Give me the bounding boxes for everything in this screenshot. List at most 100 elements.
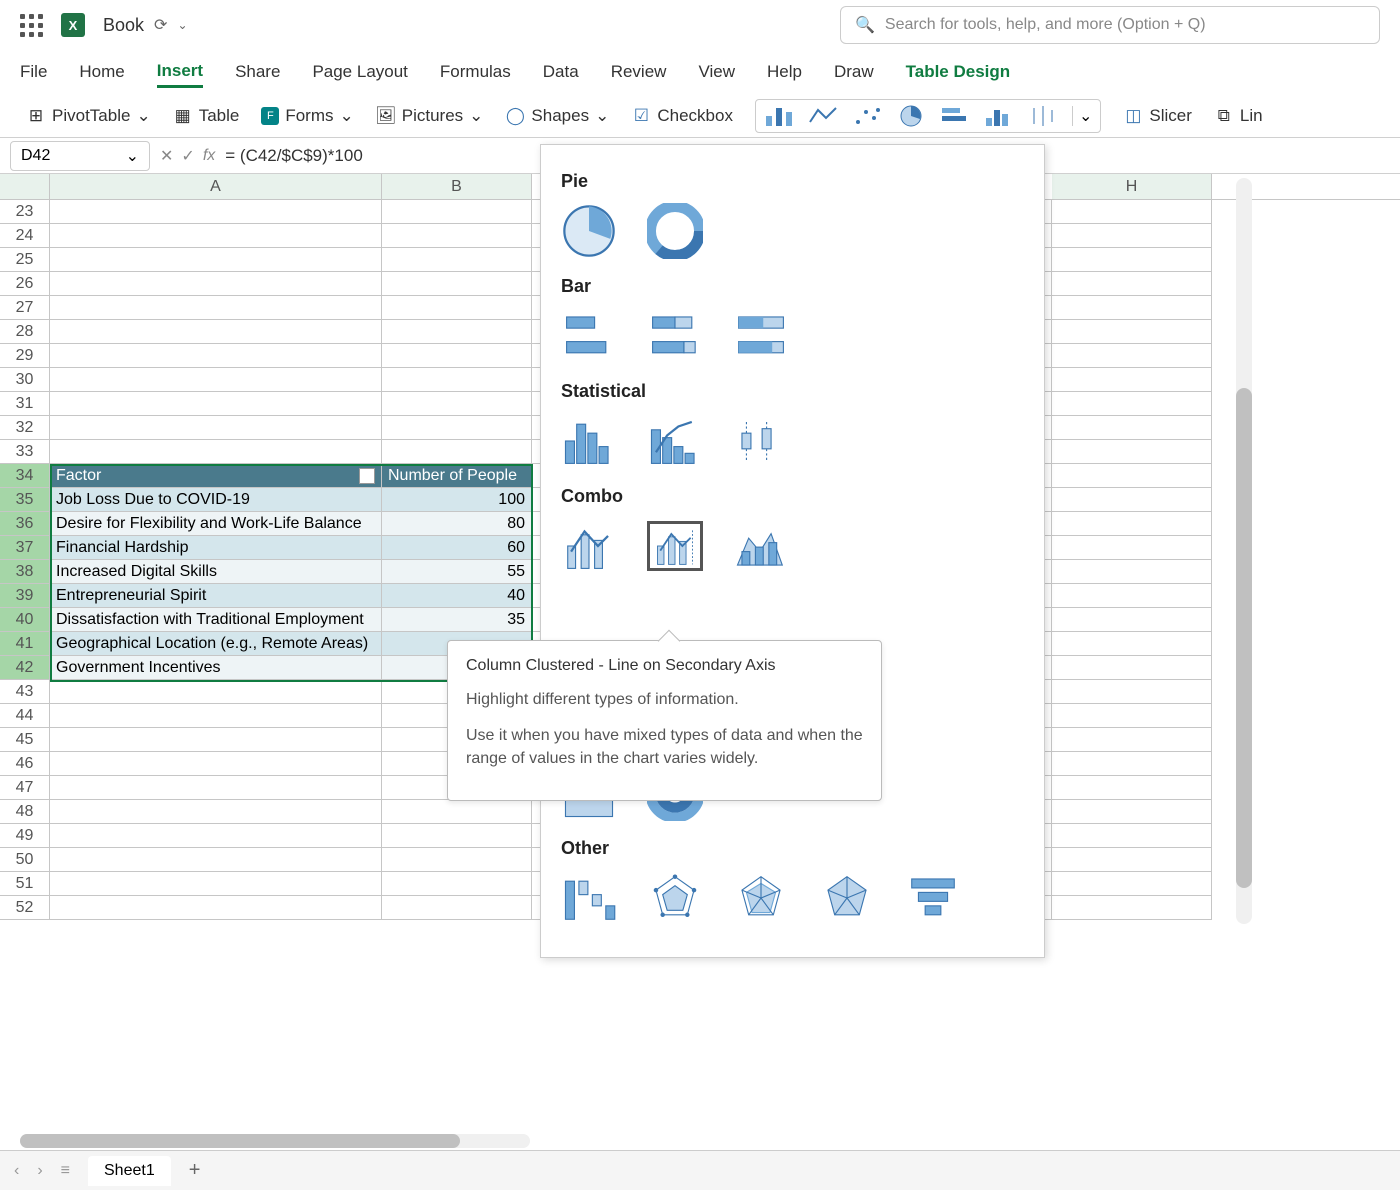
row-header[interactable]: 23 <box>0 200 50 224</box>
sheet-tab[interactable]: Sheet1 <box>88 1156 171 1186</box>
cell[interactable] <box>1052 608 1212 632</box>
waterfall-option[interactable] <box>561 873 617 923</box>
histogram-option[interactable] <box>561 416 617 466</box>
cell[interactable] <box>1052 560 1212 584</box>
name-box[interactable]: D42⌄ <box>10 141 150 171</box>
sheet-prev-icon[interactable]: ‹ <box>14 1162 19 1180</box>
cell[interactable]: Government Incentives <box>50 656 382 680</box>
cell[interactable] <box>50 680 382 704</box>
cell[interactable]: 35 <box>382 608 532 632</box>
cell[interactable] <box>50 776 382 800</box>
cell[interactable] <box>1052 200 1212 224</box>
pie-chart-icon[interactable] <box>896 104 926 128</box>
cell[interactable] <box>50 752 382 776</box>
row-header[interactable]: 26 <box>0 272 50 296</box>
cell[interactable] <box>1052 824 1212 848</box>
cell[interactable]: 60 <box>382 536 532 560</box>
cell[interactable] <box>382 824 532 848</box>
cell[interactable] <box>50 416 382 440</box>
cell[interactable] <box>1052 872 1212 896</box>
cell[interactable] <box>50 344 382 368</box>
radar-option[interactable] <box>647 873 703 923</box>
cell[interactable] <box>1052 368 1212 392</box>
cell[interactable] <box>50 872 382 896</box>
row-header[interactable]: 42 <box>0 656 50 680</box>
row-header[interactable]: 27 <box>0 296 50 320</box>
cell[interactable] <box>1052 584 1212 608</box>
row-header[interactable]: 39 <box>0 584 50 608</box>
cell[interactable]: Geographical Location (e.g., Remote Area… <box>50 632 382 656</box>
cell[interactable]: Number of People <box>382 464 532 488</box>
forms-button[interactable]: FForms ⌄ <box>261 106 353 126</box>
sheet-list-icon[interactable]: ≡ <box>61 1162 70 1180</box>
column-header-A[interactable]: A <box>50 174 382 199</box>
cell[interactable] <box>382 800 532 824</box>
row-header[interactable]: 35 <box>0 488 50 512</box>
combo-clustered-line-option[interactable] <box>561 521 617 571</box>
bar-clustered-option[interactable] <box>561 311 617 361</box>
cell[interactable] <box>1052 656 1212 680</box>
bar-stacked-option[interactable] <box>647 311 703 361</box>
row-header[interactable]: 31 <box>0 392 50 416</box>
cell[interactable] <box>382 440 532 464</box>
cell[interactable] <box>382 200 532 224</box>
funnel-option[interactable] <box>905 873 961 923</box>
cell[interactable]: Entrepreneurial Spirit <box>50 584 382 608</box>
cell[interactable] <box>1052 224 1212 248</box>
add-sheet-button[interactable]: + <box>189 1159 201 1182</box>
cell[interactable] <box>1052 800 1212 824</box>
cell[interactable] <box>50 248 382 272</box>
cell[interactable] <box>50 224 382 248</box>
row-header[interactable]: 46 <box>0 752 50 776</box>
row-header[interactable]: 41 <box>0 632 50 656</box>
cell[interactable] <box>50 896 382 920</box>
cell[interactable] <box>50 296 382 320</box>
cell[interactable] <box>1052 320 1212 344</box>
boxwhisker-option[interactable] <box>733 416 789 466</box>
cell[interactable] <box>1052 464 1212 488</box>
cell[interactable] <box>50 320 382 344</box>
row-header[interactable]: 29 <box>0 344 50 368</box>
cell[interactable] <box>382 872 532 896</box>
stock-chart-icon[interactable] <box>1028 104 1058 128</box>
cell[interactable] <box>50 800 382 824</box>
cell[interactable] <box>1052 848 1212 872</box>
row-header[interactable]: 28 <box>0 320 50 344</box>
horizontal-scrollbar[interactable] <box>20 1134 530 1148</box>
row-header[interactable]: 49 <box>0 824 50 848</box>
row-header[interactable]: 52 <box>0 896 50 920</box>
cell[interactable] <box>1052 680 1212 704</box>
shapes-button[interactable]: ◯Shapes ⌄ <box>505 106 609 126</box>
cell[interactable]: 40 <box>382 584 532 608</box>
cell[interactable]: Desire for Flexibility and Work-Life Bal… <box>50 512 382 536</box>
area-chart-icon[interactable] <box>984 104 1014 128</box>
vertical-scrollbar[interactable] <box>1236 178 1252 924</box>
row-header[interactable]: 38 <box>0 560 50 584</box>
cell[interactable] <box>382 224 532 248</box>
cell[interactable]: Job Loss Due to COVID-19 <box>50 488 382 512</box>
bar-100stacked-option[interactable] <box>733 311 789 361</box>
radar-markers-option[interactable] <box>733 873 789 923</box>
cell[interactable] <box>1052 248 1212 272</box>
cell[interactable] <box>1052 416 1212 440</box>
ribbon-tab-help[interactable]: Help <box>767 58 802 86</box>
cell[interactable] <box>382 848 532 872</box>
accept-icon[interactable]: ✓ <box>181 146 194 166</box>
cell[interactable]: Increased Digital Skills <box>50 560 382 584</box>
cell[interactable] <box>382 320 532 344</box>
app-launcher-icon[interactable] <box>20 14 43 37</box>
cell[interactable] <box>1052 272 1212 296</box>
cell[interactable] <box>382 344 532 368</box>
chevron-down-icon[interactable]: ⌄ <box>126 146 139 166</box>
document-title[interactable]: Book ⟳ ⌄ <box>103 15 188 36</box>
cell[interactable]: Dissatisfaction with Traditional Employm… <box>50 608 382 632</box>
column-header-B[interactable]: B <box>382 174 532 199</box>
scatter-chart-icon[interactable] <box>852 104 882 128</box>
row-header[interactable]: 34 <box>0 464 50 488</box>
cell[interactable] <box>1052 704 1212 728</box>
row-header[interactable]: 25 <box>0 248 50 272</box>
cell[interactable] <box>50 272 382 296</box>
ribbon-tab-page-layout[interactable]: Page Layout <box>312 58 407 86</box>
cell[interactable] <box>382 896 532 920</box>
cell[interactable] <box>50 704 382 728</box>
